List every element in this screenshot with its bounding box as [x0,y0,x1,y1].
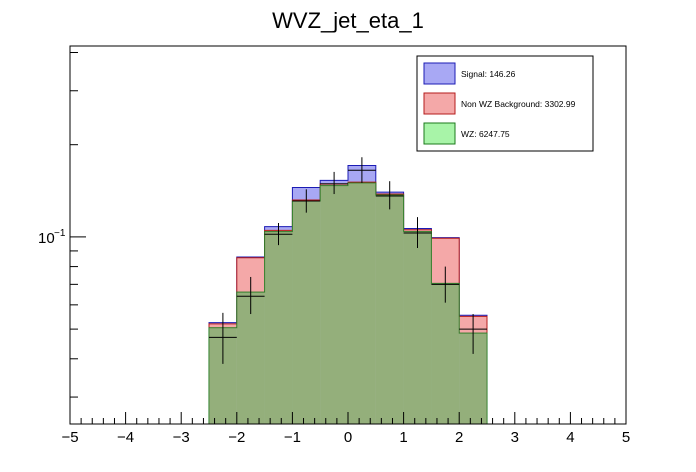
signal-outline [208,165,488,424]
overlap-bar [320,185,348,424]
x-tick-label: 3 [511,429,519,446]
legend-swatch [423,122,456,145]
y-tick-exponent: −1 [54,228,66,239]
legend-entry: Non WZ Background: 3302.99 [461,99,576,109]
overlap-bar [264,231,293,424]
legend: Signal: 146.26 Non WZ Background: 3302.99… [416,55,594,152]
axes-layer: −5 −4 −3 −2 −1 0 1 2 3 4 510 −1 [38,51,630,446]
x-tick-label: −4 [117,429,134,446]
legend-swatch [423,92,456,115]
chart-title: WVZ_jet_eta_1 [272,8,424,33]
overlap-bar [403,231,432,424]
bars-layer [208,165,488,424]
x-tick-label: −1 [284,429,301,446]
x-tick-label: −2 [228,429,245,446]
overlap-bar [292,200,321,424]
x-tick-label: 2 [455,429,463,446]
overlap-bar [431,283,460,424]
overlap-bar [348,182,376,424]
legend-swatch [423,62,456,85]
overlap-bar [375,195,404,424]
y-tick-label: 10 [38,230,55,247]
x-tick-label: 4 [566,429,574,446]
legend-entry: Signal: 146.26 [461,69,516,79]
legend-entry: WZ: 6247.75 [461,129,510,139]
x-tick-label: 1 [399,429,407,446]
x-tick-label: 5 [622,429,630,446]
x-tick-label: −5 [61,429,78,446]
error-bars-layer [209,157,487,364]
x-tick-label: −3 [173,429,190,446]
overlap-bar [236,292,265,424]
x-tick-label: 0 [344,429,352,446]
